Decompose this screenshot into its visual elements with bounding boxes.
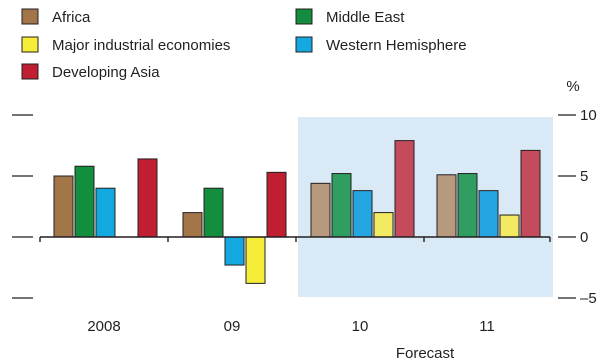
- bar: [457, 173, 478, 238]
- bar: [182, 212, 203, 238]
- bar: [224, 236, 245, 266]
- legend-label: Developing Asia: [52, 64, 160, 81]
- legend-label: Africa: [52, 9, 91, 26]
- bar: [352, 190, 373, 238]
- bar: [478, 190, 499, 238]
- y-tick-label: 5: [580, 168, 588, 185]
- bar: [203, 187, 224, 238]
- x-category-label: 10: [352, 318, 369, 335]
- bar: [137, 158, 158, 238]
- forecast-label: Forecast: [396, 345, 455, 362]
- bar: [520, 149, 541, 238]
- bar: [245, 236, 266, 284]
- legend-swatch: [295, 8, 313, 25]
- legend-label: Western Hemisphere: [326, 37, 467, 54]
- bar: [436, 174, 457, 238]
- x-category-label: 11: [479, 318, 495, 335]
- x-category-label: 2008: [87, 318, 120, 335]
- y-axis-unit-label: %: [566, 78, 579, 95]
- bar: [499, 214, 520, 238]
- legend-swatch: [21, 8, 39, 25]
- bar: [331, 173, 352, 238]
- bar: [394, 140, 415, 238]
- legend-label: Major industrial economies: [52, 37, 230, 54]
- bar: [53, 175, 74, 238]
- bar: [373, 212, 394, 238]
- legend-swatch: [21, 36, 39, 53]
- bar: [266, 171, 287, 238]
- y-tick-label: 10: [580, 107, 597, 124]
- bar: [95, 187, 116, 238]
- legend-label: Middle East: [326, 9, 405, 26]
- bar: [310, 182, 331, 238]
- legend-swatch: [295, 36, 313, 53]
- x-category-label: 09: [224, 318, 241, 335]
- bar: [74, 165, 95, 238]
- y-tick-label: –5: [580, 290, 597, 307]
- y-tick-label: 0: [580, 229, 588, 246]
- legend-swatch: [21, 63, 39, 80]
